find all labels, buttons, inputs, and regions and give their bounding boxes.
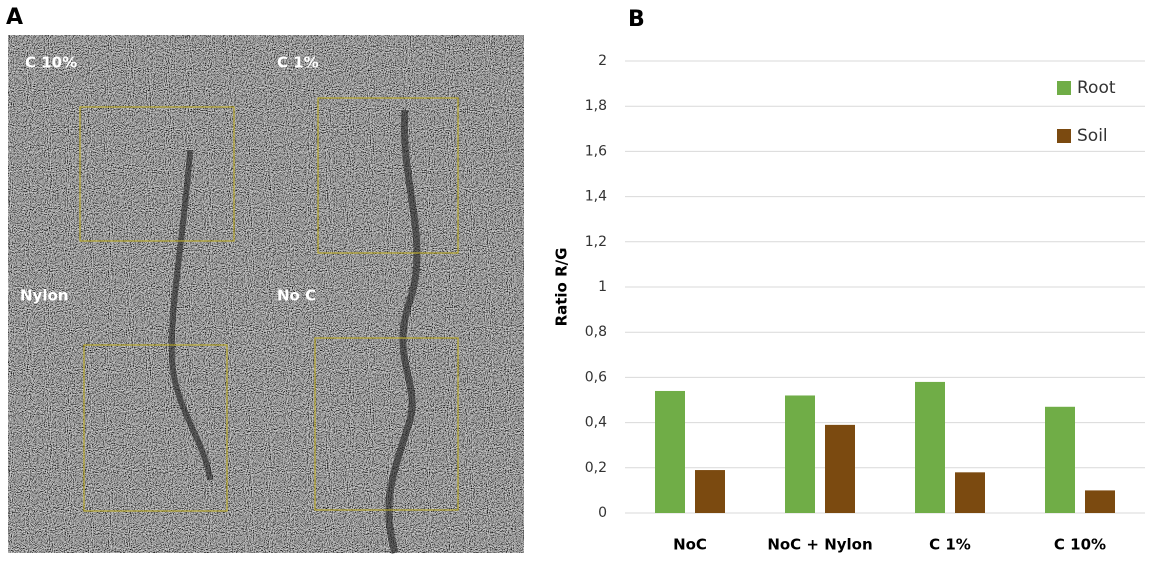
x-tick-label: C 10% — [1054, 536, 1106, 554]
y-tick-label: 0,2 — [585, 460, 607, 476]
bar — [655, 390, 685, 513]
image-label: C 10% — [25, 54, 77, 72]
y-tick-label: 1,4 — [585, 189, 607, 205]
bar — [695, 470, 725, 513]
root-trace — [168, 149, 213, 481]
legend-label: Root — [1077, 78, 1116, 98]
x-tick-label: C 1% — [929, 536, 971, 554]
bar — [1045, 406, 1075, 513]
panel-label: B — [628, 7, 645, 32]
micrograph: C 10% C 1% Nylon No C — [8, 35, 524, 554]
y-tick-label: 0,6 — [585, 369, 607, 385]
image-label: Nylon — [20, 287, 68, 305]
bar — [1085, 490, 1115, 513]
x-tick-label: NoC + Nylon — [767, 536, 872, 554]
y-tick-label: 1,8 — [585, 98, 607, 114]
y-tick-label: 0 — [598, 505, 607, 521]
y-tick-label: 1 — [598, 279, 607, 295]
x-tick-label: NoC — [673, 536, 707, 554]
root-trace — [385, 109, 421, 554]
image-label: No C — [277, 287, 316, 305]
y-tick-label: 0,4 — [585, 415, 607, 431]
bar — [825, 424, 855, 513]
y-tick-label: 0,8 — [585, 324, 607, 340]
y-tick-label: 1,2 — [585, 234, 607, 250]
chart: 0 0,2 0,4 0,6 0,8 1 1,2 1,4 1,6 1,8 2 NoC NoC + Nylo… — [585, 53, 1145, 554]
legend-swatch — [1057, 81, 1071, 95]
y-axis-label: Ratio R/G — [553, 248, 571, 327]
legend-swatch — [1057, 129, 1071, 143]
image-noise — [8, 35, 524, 553]
bar — [955, 472, 985, 513]
roi-box — [314, 337, 459, 511]
roi-box — [83, 344, 228, 512]
legend-label: Soil — [1077, 126, 1108, 146]
bar — [915, 381, 945, 513]
y-tick-label: 2 — [598, 53, 607, 69]
roi-box — [317, 97, 459, 254]
roi-box — [79, 106, 235, 242]
bar — [785, 395, 815, 513]
y-tick-label: 1,6 — [585, 143, 607, 159]
panel-label: A — [6, 5, 23, 30]
image-label: C 1% — [277, 54, 319, 72]
